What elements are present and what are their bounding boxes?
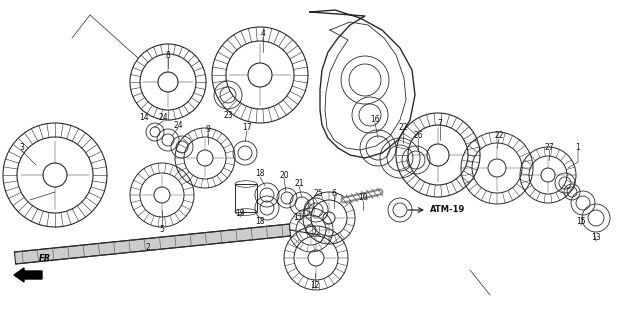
Text: 1: 1: [575, 143, 580, 152]
Text: 24: 24: [158, 113, 168, 122]
Text: 13: 13: [591, 233, 601, 242]
Text: FR.: FR.: [39, 254, 55, 263]
Text: 21: 21: [294, 179, 304, 188]
Text: 20: 20: [279, 170, 289, 179]
Text: 15: 15: [576, 218, 586, 227]
Bar: [235, 184, 257, 212]
Text: 3: 3: [20, 144, 24, 153]
Text: 14: 14: [139, 113, 149, 122]
Text: 11: 11: [293, 214, 303, 223]
Text: 27: 27: [544, 143, 554, 152]
Text: 22: 22: [398, 123, 408, 132]
Text: 2: 2: [146, 243, 150, 253]
Text: 25: 25: [313, 188, 323, 197]
Text: 10: 10: [358, 193, 368, 202]
Text: 6: 6: [332, 188, 337, 197]
Text: 8: 8: [166, 51, 170, 60]
Text: 4: 4: [260, 29, 266, 38]
Text: 18: 18: [255, 170, 265, 179]
Text: 12: 12: [310, 281, 320, 290]
Text: 9: 9: [205, 126, 211, 135]
Text: 16: 16: [370, 116, 380, 125]
Text: 22: 22: [494, 131, 504, 140]
Text: 23: 23: [223, 110, 233, 119]
Text: 7: 7: [438, 118, 442, 127]
FancyArrow shape: [14, 268, 42, 282]
Text: ATM-19: ATM-19: [430, 206, 465, 215]
Text: 26: 26: [413, 131, 423, 140]
Text: 5: 5: [159, 225, 164, 234]
Text: 19: 19: [235, 210, 245, 219]
Polygon shape: [14, 224, 291, 264]
Text: 24: 24: [173, 121, 183, 130]
Text: 17: 17: [242, 123, 252, 132]
Text: 18: 18: [255, 218, 265, 227]
